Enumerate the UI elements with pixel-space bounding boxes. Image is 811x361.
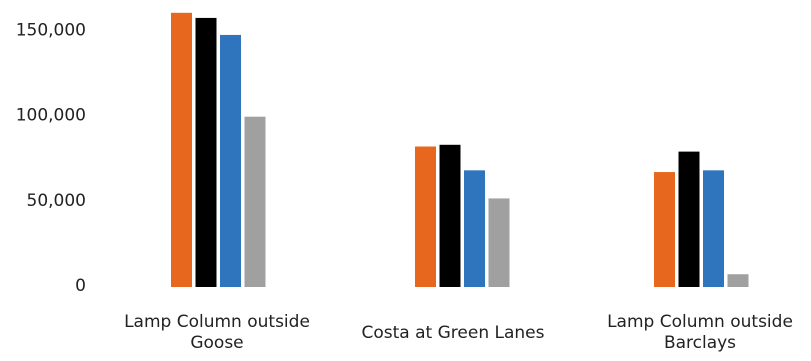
category-label-line: Costa at Green Lanes bbox=[362, 323, 545, 343]
bar bbox=[678, 151, 700, 287]
bar bbox=[171, 12, 192, 287]
bar bbox=[415, 146, 436, 287]
y-tick-label: 100,000 bbox=[16, 106, 86, 126]
y-axis: 0 50,000 100,000 150,000 bbox=[16, 21, 86, 296]
category-label: Lamp Column outside Goose bbox=[124, 312, 310, 353]
bars bbox=[171, 12, 749, 288]
category-label-line: Goose bbox=[190, 333, 243, 353]
category-label-line: Lamp Column outside bbox=[124, 312, 310, 332]
bar bbox=[727, 274, 749, 287]
category-label-line: Barclays bbox=[664, 333, 736, 353]
y-tick-label: 0 bbox=[75, 276, 86, 296]
bar bbox=[195, 17, 217, 288]
bar bbox=[244, 116, 266, 288]
category-label: Costa at Green Lanes bbox=[362, 323, 545, 343]
bar bbox=[703, 170, 724, 287]
category-label: Lamp Column outside Barclays bbox=[607, 312, 793, 353]
bar bbox=[220, 34, 241, 288]
bar bbox=[439, 144, 461, 287]
bar bbox=[464, 170, 485, 287]
bar bbox=[488, 198, 510, 287]
bar bbox=[654, 172, 675, 287]
y-tick-label: 50,000 bbox=[27, 191, 86, 211]
y-tick-label: 150,000 bbox=[16, 21, 86, 41]
x-axis: Lamp Column outside Goose Costa at Green L… bbox=[124, 312, 793, 353]
category-label-line: Lamp Column outside bbox=[607, 312, 793, 332]
